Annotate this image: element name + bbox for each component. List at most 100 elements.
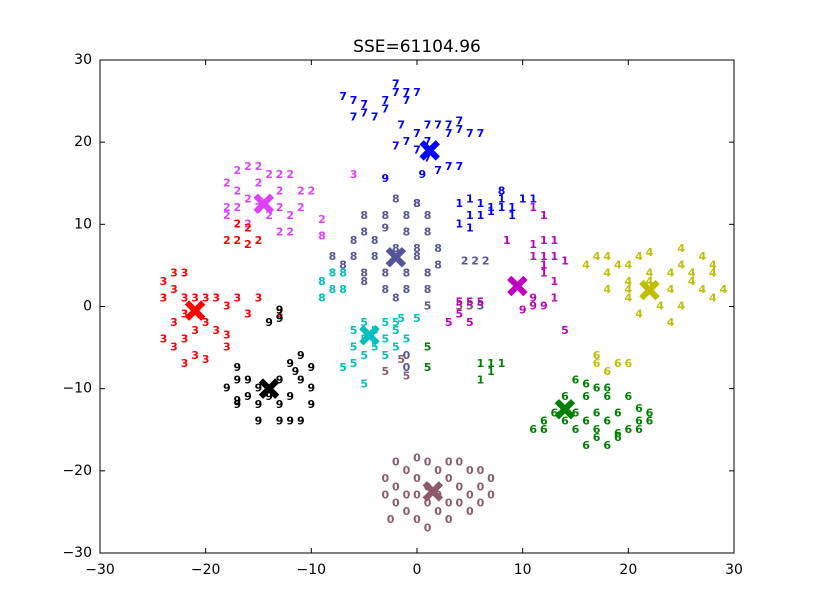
point-label: 7 <box>413 86 421 99</box>
point-label: 9 <box>292 365 300 378</box>
point-label: 1 <box>455 217 463 230</box>
point-label: 5 <box>381 332 389 345</box>
point-label: 9 <box>297 373 305 386</box>
point-label: 6 <box>540 415 548 428</box>
point-label: 0 <box>424 497 432 510</box>
point-label: 4 <box>688 267 696 280</box>
point-label: 9 <box>255 382 263 395</box>
point-label: 4 <box>709 258 717 271</box>
point-label: 0 <box>445 513 453 526</box>
point-label: 1 <box>487 201 495 214</box>
point-label: 1 <box>529 250 537 263</box>
point-label: 1 <box>551 291 559 304</box>
point-label: 4 <box>698 250 706 263</box>
point-label: 8 <box>424 209 432 222</box>
point-label: 9 <box>286 415 294 428</box>
point-label: 3 <box>202 353 210 366</box>
point-label: 7 <box>477 127 485 140</box>
point-label: 3 <box>350 168 358 181</box>
point-label: 5 <box>381 349 389 362</box>
point-label: 3 <box>191 291 199 304</box>
point-label: 9 <box>381 172 389 185</box>
point-label: 8 <box>403 267 411 280</box>
point-label: 7 <box>350 111 358 124</box>
point-label: 1 <box>487 365 495 378</box>
point-label: 4 <box>677 258 685 271</box>
point-label: 5 <box>397 353 405 366</box>
point-label: 3 <box>223 341 231 354</box>
point-label: 6 <box>593 357 601 370</box>
point-label: 8 <box>424 267 432 280</box>
point-label: 5 <box>381 316 389 329</box>
point-label: 7 <box>424 135 432 148</box>
point-label: 2 <box>223 209 231 222</box>
point-label: 6 <box>603 415 611 428</box>
point-label: 5 <box>360 349 368 362</box>
point-label: 0 <box>413 452 421 465</box>
y-tick-label: −30 <box>62 545 92 561</box>
y-tick-label: −10 <box>62 381 92 397</box>
point-label: 2 <box>234 217 242 230</box>
point-label: 2 <box>308 184 316 197</box>
point-label: 5 <box>392 324 400 337</box>
point-label: 1 <box>477 197 485 210</box>
centroid-marker <box>385 246 407 268</box>
point-label: 7 <box>455 115 463 128</box>
point-label: 0 <box>487 472 495 485</box>
x-tick-label: 0 <box>413 562 422 578</box>
point-label: 8 <box>424 226 432 239</box>
point-label: 1 <box>466 209 474 222</box>
point-label: 5 <box>360 316 368 329</box>
point-label: 8 <box>329 267 337 280</box>
centroid-marker <box>258 378 280 399</box>
point-label: 9 <box>308 398 316 411</box>
point-label: 4 <box>667 267 675 280</box>
point-label: 7 <box>392 139 400 152</box>
point-label: 7 <box>466 127 474 140</box>
point-label: 2 <box>286 168 294 181</box>
point-label: 8 <box>434 242 442 255</box>
point-label: 2 <box>244 221 252 234</box>
point-label: 2 <box>276 226 284 239</box>
centroid-marker <box>507 275 528 297</box>
point-label: 4 <box>635 308 643 321</box>
point-label: 6 <box>614 406 622 419</box>
point-label: 0 <box>466 488 474 501</box>
point-label: 7 <box>397 119 405 132</box>
point-label: 9 <box>308 361 316 374</box>
point-label: 7 <box>381 94 389 107</box>
point-label: 4 <box>625 275 633 288</box>
point-label: 9 <box>529 300 537 313</box>
x-tick-label: 30 <box>725 562 743 578</box>
point-label: 9 <box>540 300 548 313</box>
point-label: 5 <box>350 324 358 337</box>
point-label: 8 <box>381 283 389 296</box>
point-label: 8 <box>381 267 389 280</box>
point-label: 2 <box>234 201 242 214</box>
point-label: 4 <box>720 283 728 296</box>
point-label: 2 <box>244 160 252 173</box>
point-label: 9 <box>308 382 316 395</box>
point-label: 3 <box>181 291 189 304</box>
point-label: 8 <box>424 283 432 296</box>
point-label: 6 <box>614 427 622 440</box>
point-label: 2 <box>265 209 273 222</box>
point-label: 3 <box>202 291 210 304</box>
point-label: 8 <box>339 267 347 280</box>
point-label: 3 <box>255 291 263 304</box>
point-label: 8 <box>329 250 337 263</box>
point-label: 7 <box>381 102 389 115</box>
point-label: 7 <box>360 98 368 111</box>
point-label: 8 <box>339 283 347 296</box>
point-label: 2 <box>461 254 469 267</box>
centroid-marker <box>359 325 380 346</box>
point-label: 1 <box>498 201 506 214</box>
point-label: 2 <box>234 184 242 197</box>
point-label: 4 <box>709 267 717 280</box>
point-label: 0 <box>387 513 395 526</box>
point-label: 8 <box>381 209 389 222</box>
point-label: 5 <box>561 324 569 337</box>
point-label: 7 <box>413 143 421 156</box>
point-label: 1 <box>487 357 495 370</box>
